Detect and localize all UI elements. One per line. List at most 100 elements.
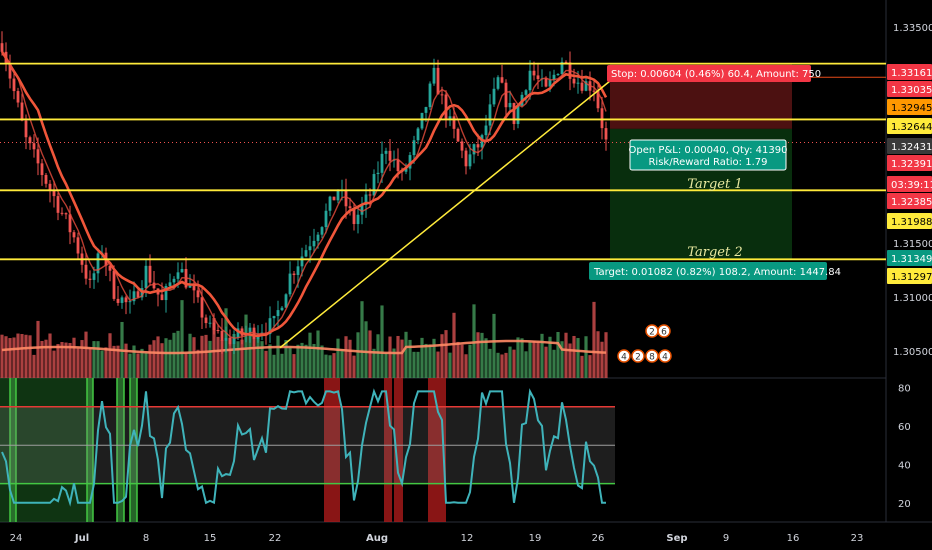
candle-body xyxy=(416,128,420,141)
volume-bar xyxy=(204,334,208,378)
volume-bar xyxy=(108,333,112,378)
price-tag-label: 1.31988 xyxy=(891,217,932,228)
candle-body xyxy=(292,273,296,275)
pl-label-box xyxy=(629,139,787,171)
candle-body xyxy=(456,128,460,142)
candle-body xyxy=(148,265,152,283)
volume-bar xyxy=(464,354,468,378)
volume-bar xyxy=(572,335,576,378)
volume-bar xyxy=(176,330,180,378)
volume-bar xyxy=(252,330,256,378)
volume-bar xyxy=(116,345,120,378)
price-tag-level_orange xyxy=(887,99,932,115)
volume-bar xyxy=(80,340,84,378)
event-badge-label: 4 xyxy=(621,353,627,363)
volume-bar xyxy=(192,337,196,378)
oscillator-axis-tick: 80 xyxy=(898,384,911,395)
volume-bar xyxy=(40,340,44,378)
time-axis-tick: Sep xyxy=(666,533,687,544)
candle-body xyxy=(408,155,412,169)
volume-bar xyxy=(188,333,192,378)
volume-bar xyxy=(76,348,80,378)
candle-body xyxy=(280,307,284,311)
candle-body xyxy=(360,205,364,215)
candle-body xyxy=(176,272,180,279)
candle-body xyxy=(312,240,316,247)
volume-bar xyxy=(560,341,564,378)
candle-body xyxy=(364,194,368,206)
candle-body xyxy=(208,322,212,324)
volume-bar xyxy=(372,348,376,378)
volume-bar xyxy=(128,353,132,378)
candle-body xyxy=(320,227,324,235)
volume-bar xyxy=(344,336,348,378)
candle-body xyxy=(300,256,304,267)
volume-bar xyxy=(84,331,88,378)
volume-bar xyxy=(420,337,424,378)
event-badge-label: 4 xyxy=(662,353,668,363)
volume-bar xyxy=(300,342,304,378)
volume-bar xyxy=(0,334,4,378)
candle-body xyxy=(528,70,532,91)
event-badge xyxy=(658,349,672,363)
stop-label-box xyxy=(607,65,811,82)
volume-bar xyxy=(388,336,392,378)
volume-bar xyxy=(140,348,144,378)
price-tag-label: 1.32644 xyxy=(891,122,932,133)
oscillator-axis-tick: 20 xyxy=(898,499,911,510)
volume-bar xyxy=(512,349,516,378)
candle-body xyxy=(428,83,432,108)
candle-body xyxy=(192,285,196,291)
candle-body xyxy=(84,264,88,279)
oscillator-line xyxy=(1,388,606,507)
candle-body xyxy=(484,125,488,136)
candle-body xyxy=(52,190,56,197)
volume-bar xyxy=(596,331,600,378)
candle-body xyxy=(500,77,504,83)
candle-body xyxy=(560,61,564,75)
candle-body xyxy=(220,330,224,341)
volume-bar xyxy=(504,352,508,378)
candle-body xyxy=(88,278,92,280)
volume-bar xyxy=(544,346,548,378)
price-tag-label: 1.32945 xyxy=(891,103,932,114)
volume-bar xyxy=(408,339,412,378)
candle-body xyxy=(60,212,64,214)
volume-bar xyxy=(228,337,232,378)
volume-bar xyxy=(348,339,352,378)
time-axis-tick: 23 xyxy=(851,533,864,544)
volume-bar xyxy=(392,348,396,378)
candle-body xyxy=(316,234,320,241)
volume-bar xyxy=(500,354,504,378)
volume-bar xyxy=(308,332,312,378)
time-axis-tick: 15 xyxy=(204,533,217,544)
candle-body xyxy=(576,82,580,84)
target-2-annotation: Target 2 xyxy=(687,245,742,260)
candle-body xyxy=(368,194,372,196)
candle-body xyxy=(396,159,400,172)
volume-bar xyxy=(272,354,276,378)
volume-bar xyxy=(8,338,12,378)
signal-zone-red xyxy=(324,378,340,522)
candle-body xyxy=(448,116,452,119)
candle-body xyxy=(128,301,132,303)
candle-body xyxy=(16,91,20,103)
price-tag-level_red xyxy=(887,81,932,97)
time-axis-tick: 19 xyxy=(529,533,542,544)
volume-bar xyxy=(148,344,152,378)
volume-bar xyxy=(44,339,48,378)
volume-bar xyxy=(360,301,364,378)
volume-bar xyxy=(448,352,452,378)
candle-body xyxy=(236,328,240,338)
candle-body xyxy=(188,285,192,288)
time-axis-tick: 9 xyxy=(723,533,729,544)
volume-bar xyxy=(476,332,480,378)
volume-bar xyxy=(516,337,520,378)
price-tag-label: 1.32385 xyxy=(891,197,932,208)
volume-bar xyxy=(236,341,240,378)
price-axis-tick: 1.31500 xyxy=(893,239,932,250)
volume-bar xyxy=(284,340,288,378)
price-tag-label: 1.31349 xyxy=(891,254,932,265)
